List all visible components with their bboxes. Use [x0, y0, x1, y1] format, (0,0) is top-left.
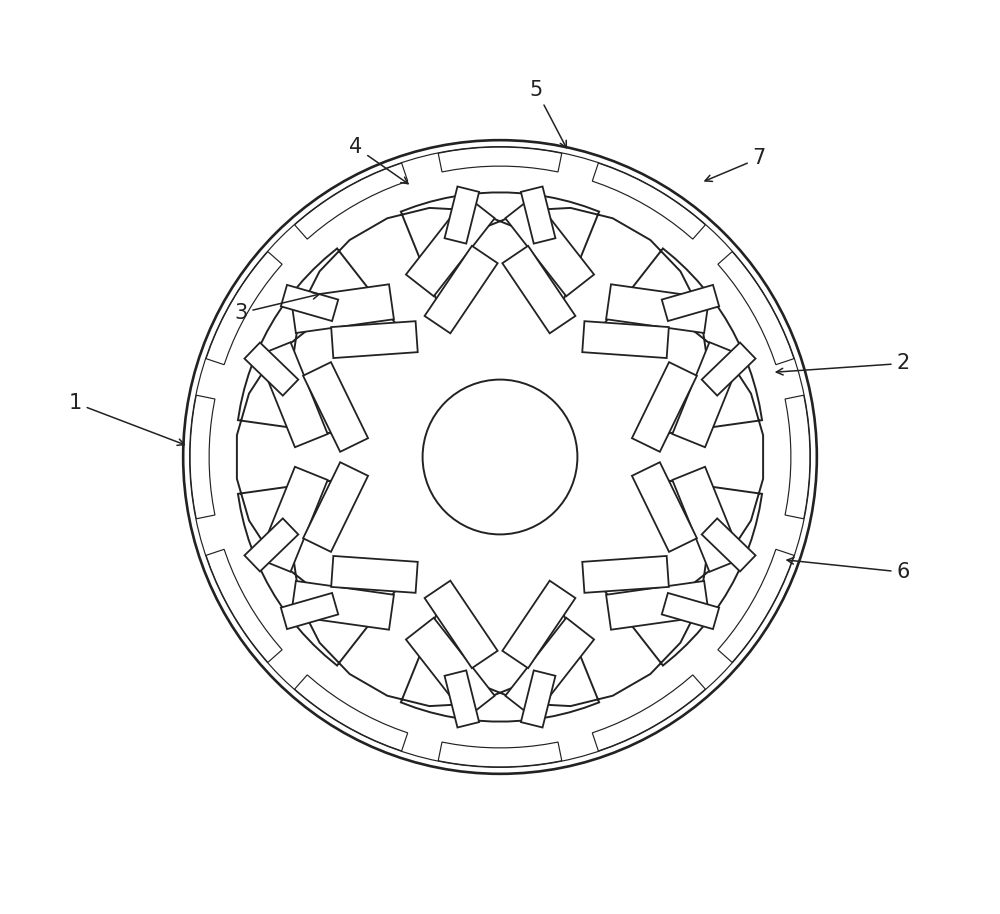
Text: 2: 2: [776, 354, 910, 375]
Polygon shape: [592, 675, 705, 751]
Polygon shape: [295, 163, 408, 239]
Polygon shape: [502, 580, 575, 668]
Polygon shape: [505, 197, 594, 296]
Polygon shape: [445, 186, 479, 244]
Polygon shape: [672, 467, 742, 572]
Polygon shape: [521, 186, 555, 244]
Polygon shape: [502, 246, 575, 334]
Text: 3: 3: [234, 292, 319, 323]
Polygon shape: [406, 197, 495, 296]
Polygon shape: [702, 343, 756, 396]
Polygon shape: [445, 670, 479, 728]
Polygon shape: [295, 675, 408, 751]
Polygon shape: [662, 593, 719, 629]
Text: 5: 5: [529, 80, 566, 148]
Polygon shape: [331, 556, 418, 593]
Polygon shape: [206, 251, 282, 365]
Text: 6: 6: [787, 558, 910, 582]
Polygon shape: [425, 580, 498, 668]
Polygon shape: [632, 462, 697, 552]
Polygon shape: [425, 246, 498, 334]
Polygon shape: [291, 284, 394, 333]
Polygon shape: [672, 342, 742, 447]
Polygon shape: [406, 618, 495, 717]
Polygon shape: [281, 285, 338, 321]
Polygon shape: [505, 618, 594, 717]
Polygon shape: [237, 193, 763, 721]
Polygon shape: [244, 343, 298, 396]
Polygon shape: [303, 462, 368, 552]
Polygon shape: [592, 163, 705, 239]
Polygon shape: [291, 581, 394, 630]
Polygon shape: [718, 251, 794, 365]
Polygon shape: [258, 467, 328, 572]
Text: 1: 1: [69, 393, 184, 445]
Polygon shape: [281, 593, 338, 629]
Polygon shape: [662, 285, 719, 321]
Text: 7: 7: [705, 148, 766, 181]
Polygon shape: [303, 362, 368, 452]
Polygon shape: [438, 742, 562, 767]
Polygon shape: [190, 395, 215, 519]
Polygon shape: [606, 284, 709, 333]
Polygon shape: [718, 549, 794, 663]
Polygon shape: [258, 342, 328, 447]
Polygon shape: [331, 321, 418, 358]
Text: 4: 4: [349, 137, 408, 184]
Polygon shape: [582, 321, 669, 358]
Polygon shape: [521, 670, 555, 728]
Polygon shape: [785, 395, 810, 519]
Polygon shape: [582, 556, 669, 593]
Polygon shape: [606, 581, 709, 630]
Polygon shape: [206, 549, 282, 663]
Polygon shape: [438, 147, 562, 172]
Polygon shape: [244, 518, 298, 571]
Polygon shape: [702, 518, 756, 571]
Polygon shape: [632, 362, 697, 452]
